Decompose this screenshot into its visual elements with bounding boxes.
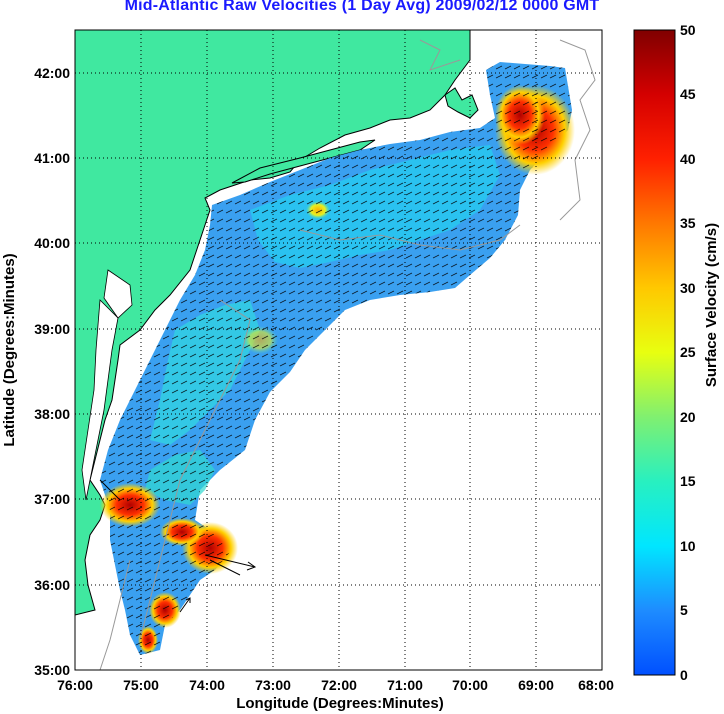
delaware-bay (103, 269, 133, 319)
x-tick-label: 70:00 (452, 677, 488, 693)
colorbar-tick-label: 30 (680, 280, 696, 296)
colorbar-tick-label: 15 (680, 473, 696, 489)
x-tick-label: 68:00 (578, 677, 614, 693)
y-tick-label: 37:00 (34, 491, 70, 507)
velocity-vectors (100, 62, 572, 655)
x-tick-label: 71:00 (387, 677, 423, 693)
y-tick-label: 39:00 (34, 321, 70, 337)
x-tick-label: 73:00 (255, 677, 291, 693)
colorbar-tick-label: 40 (680, 151, 696, 167)
y-axis-ticks: 42:00 41:00 40:00 39:00 38:00 37:00 36:0… (34, 65, 70, 678)
y-tick-label: 35:00 (34, 662, 70, 678)
colorbar-tick-label: 10 (680, 538, 696, 554)
colorbar-tick-label: 45 (680, 86, 696, 102)
colorbar-label: Surface Velocity (cm/s) (703, 223, 720, 387)
colorbar-tick-label: 35 (680, 215, 696, 231)
y-tick-label: 40:00 (34, 235, 70, 251)
colorbar-tick-label: 25 (680, 344, 696, 360)
x-tick-label: 75:00 (123, 677, 159, 693)
plot-frame (74, 29, 603, 671)
y-tick-label: 41:00 (34, 150, 70, 166)
x-tick-label: 76:00 (57, 677, 93, 693)
large-vectors (99, 479, 257, 613)
y-tick-label: 36:00 (34, 577, 70, 593)
colorbar-tick-label: 50 (680, 22, 696, 38)
bathymetry-contours (99, 39, 596, 670)
map-title: Mid-Atlantic Raw Velocities (1 Day Avg) … (124, 0, 600, 14)
x-tick-label: 74:00 (189, 677, 225, 693)
x-axis-label: Longitude (Degrees:Minutes) (236, 695, 444, 712)
colorbar-ticks: 50 45 40 35 30 25 20 15 10 5 0 (680, 22, 696, 683)
colorbar (633, 29, 676, 676)
x-tick-label: 69:00 (518, 677, 554, 693)
colorbar-tick-label: 0 (680, 667, 688, 683)
y-tick-label: 42:00 (34, 65, 70, 81)
y-tick-label: 38:00 (34, 406, 70, 422)
chesapeake-bay (81, 299, 119, 501)
y-axis-label: Latitude (Degrees:Minutes) (1, 253, 18, 446)
colorbar-tick-label: 5 (680, 602, 688, 618)
x-tick-label: 72:00 (321, 677, 357, 693)
x-axis-ticks: 76:00 75:00 74:00 73:00 72:00 71:00 70:0… (57, 677, 614, 693)
grid-lines (75, 30, 602, 670)
colorbar-tick-label: 20 (680, 409, 696, 425)
